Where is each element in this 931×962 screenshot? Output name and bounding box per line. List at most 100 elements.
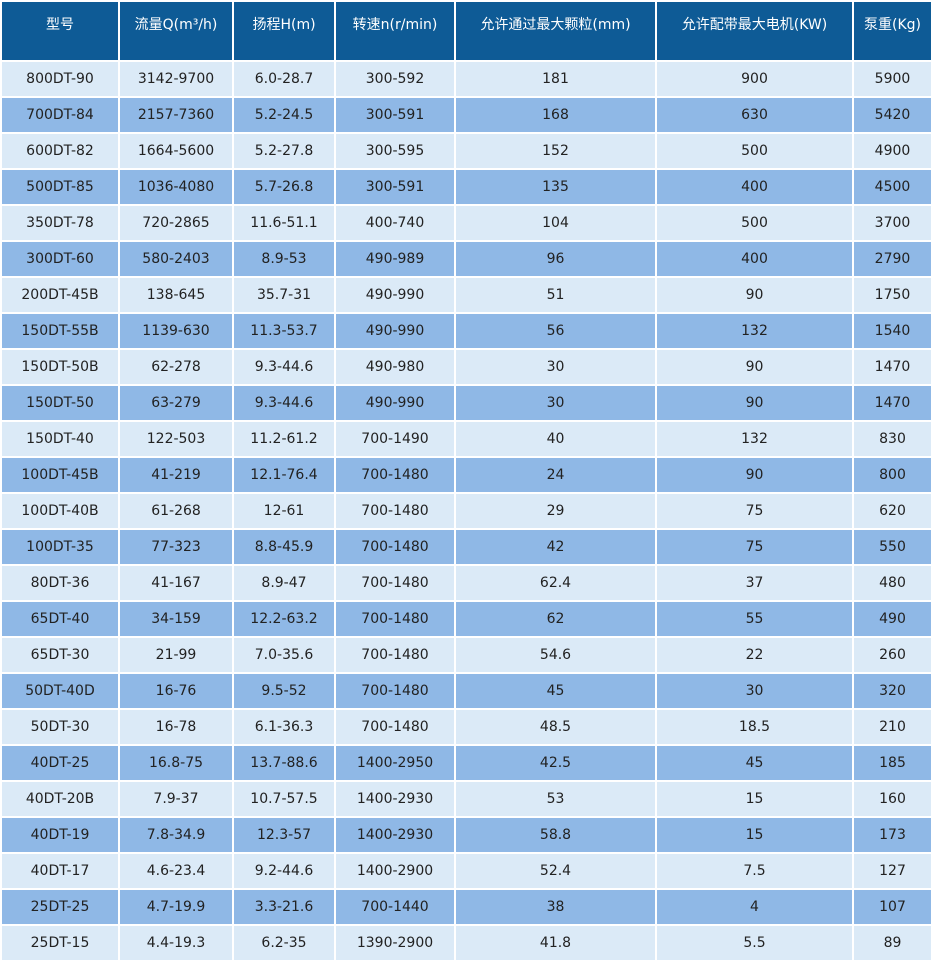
cell-model: 40DT-17 xyxy=(2,854,118,888)
cell-head: 12.1-76.4 xyxy=(234,458,334,492)
cell-max-motor: 75 xyxy=(657,530,852,564)
table-row: 100DT-40B 61-268 12-61 700-1480 29 75 620 xyxy=(2,494,931,528)
cell-max-particle: 51 xyxy=(456,278,655,312)
cell-speed: 490-989 xyxy=(336,242,454,276)
header-model: 型号 xyxy=(2,2,118,60)
cell-max-particle: 58.8 xyxy=(456,818,655,852)
cell-pump-weight: 490 xyxy=(854,602,931,636)
cell-model: 150DT-50 xyxy=(2,386,118,420)
cell-head: 6.0-28.7 xyxy=(234,62,334,96)
cell-flow: 16.8-75 xyxy=(120,746,232,780)
cell-max-motor: 90 xyxy=(657,458,852,492)
cell-model: 150DT-50B xyxy=(2,350,118,384)
cell-max-particle: 30 xyxy=(456,386,655,420)
cell-max-particle: 38 xyxy=(456,890,655,924)
cell-pump-weight: 2790 xyxy=(854,242,931,276)
cell-flow: 77-323 xyxy=(120,530,232,564)
cell-head: 8.9-47 xyxy=(234,566,334,600)
table-row: 40DT-20B 7.9-37 10.7-57.5 1400-2930 53 15 160 xyxy=(2,782,931,816)
table-row: 40DT-19 7.8-34.9 12.3-57 1400-2930 58.8 15 173 xyxy=(2,818,931,852)
cell-max-particle: 40 xyxy=(456,422,655,456)
cell-flow: 62-278 xyxy=(120,350,232,384)
cell-max-motor: 15 xyxy=(657,818,852,852)
table-row: 150DT-50 63-279 9.3-44.6 490-990 30 90 1470 xyxy=(2,386,931,420)
cell-pump-weight: 1540 xyxy=(854,314,931,348)
header-max-motor: 允许配带最大电机(KW) xyxy=(657,2,852,60)
cell-head: 10.7-57.5 xyxy=(234,782,334,816)
header-max-particle: 允许通过最大颗粒(mm) xyxy=(456,2,655,60)
cell-flow: 16-76 xyxy=(120,674,232,708)
cell-pump-weight: 260 xyxy=(854,638,931,672)
cell-flow: 61-268 xyxy=(120,494,232,528)
cell-max-particle: 152 xyxy=(456,134,655,168)
cell-max-particle: 96 xyxy=(456,242,655,276)
cell-speed: 300-592 xyxy=(336,62,454,96)
table-row: 150DT-50B 62-278 9.3-44.6 490-980 30 90 1470 xyxy=(2,350,931,384)
cell-pump-weight: 5900 xyxy=(854,62,931,96)
cell-head: 13.7-88.6 xyxy=(234,746,334,780)
table-row: 40DT-25 16.8-75 13.7-88.6 1400-2950 42.5 45 18… xyxy=(2,746,931,780)
cell-max-particle: 52.4 xyxy=(456,854,655,888)
cell-head: 9.3-44.6 xyxy=(234,350,334,384)
cell-model: 40DT-25 xyxy=(2,746,118,780)
cell-head: 7.0-35.6 xyxy=(234,638,334,672)
cell-pump-weight: 830 xyxy=(854,422,931,456)
cell-flow: 138-645 xyxy=(120,278,232,312)
cell-max-particle: 168 xyxy=(456,98,655,132)
cell-max-motor: 75 xyxy=(657,494,852,528)
cell-max-particle: 29 xyxy=(456,494,655,528)
cell-max-motor: 500 xyxy=(657,134,852,168)
cell-model: 65DT-40 xyxy=(2,602,118,636)
cell-head: 11.3-53.7 xyxy=(234,314,334,348)
cell-model: 300DT-60 xyxy=(2,242,118,276)
cell-head: 12.2-63.2 xyxy=(234,602,334,636)
cell-pump-weight: 550 xyxy=(854,530,931,564)
cell-flow: 34-159 xyxy=(120,602,232,636)
cell-speed: 1400-2900 xyxy=(336,854,454,888)
cell-head: 6.2-35 xyxy=(234,926,334,960)
cell-flow: 3142-9700 xyxy=(120,62,232,96)
cell-speed: 300-595 xyxy=(336,134,454,168)
cell-pump-weight: 173 xyxy=(854,818,931,852)
cell-pump-weight: 5420 xyxy=(854,98,931,132)
cell-model: 40DT-19 xyxy=(2,818,118,852)
cell-pump-weight: 800 xyxy=(854,458,931,492)
table-row: 300DT-60 580-2403 8.9-53 490-989 96 400 2790 xyxy=(2,242,931,276)
cell-speed: 490-990 xyxy=(336,386,454,420)
cell-pump-weight: 620 xyxy=(854,494,931,528)
cell-max-motor: 45 xyxy=(657,746,852,780)
header-head: 扬程H(m) xyxy=(234,2,334,60)
cell-max-motor: 132 xyxy=(657,422,852,456)
cell-pump-weight: 160 xyxy=(854,782,931,816)
cell-model: 500DT-85 xyxy=(2,170,118,204)
cell-max-motor: 400 xyxy=(657,242,852,276)
table-row: 25DT-15 4.4-19.3 6.2-35 1390-2900 41.8 5.5 89 xyxy=(2,926,931,960)
cell-head: 35.7-31 xyxy=(234,278,334,312)
cell-flow: 4.6-23.4 xyxy=(120,854,232,888)
cell-head: 12.3-57 xyxy=(234,818,334,852)
cell-flow: 16-78 xyxy=(120,710,232,744)
table-header-row: 型号 流量Q(m³/h) 扬程H(m) 转速n(r/min) 允许通过最大颗粒(… xyxy=(2,2,931,60)
cell-flow: 7.8-34.9 xyxy=(120,818,232,852)
cell-max-particle: 181 xyxy=(456,62,655,96)
cell-max-motor: 18.5 xyxy=(657,710,852,744)
cell-speed: 490-990 xyxy=(336,314,454,348)
cell-flow: 1036-4080 xyxy=(120,170,232,204)
cell-pump-weight: 127 xyxy=(854,854,931,888)
cell-max-particle: 54.6 xyxy=(456,638,655,672)
cell-pump-weight: 1470 xyxy=(854,386,931,420)
cell-model: 800DT-90 xyxy=(2,62,118,96)
cell-max-motor: 37 xyxy=(657,566,852,600)
cell-pump-weight: 320 xyxy=(854,674,931,708)
cell-speed: 700-1480 xyxy=(336,710,454,744)
cell-speed: 700-1480 xyxy=(336,530,454,564)
cell-speed: 490-980 xyxy=(336,350,454,384)
cell-max-motor: 7.5 xyxy=(657,854,852,888)
cell-max-particle: 104 xyxy=(456,206,655,240)
cell-max-motor: 132 xyxy=(657,314,852,348)
cell-model: 50DT-40D xyxy=(2,674,118,708)
cell-model: 50DT-30 xyxy=(2,710,118,744)
cell-pump-weight: 185 xyxy=(854,746,931,780)
cell-model: 200DT-45B xyxy=(2,278,118,312)
cell-speed: 400-740 xyxy=(336,206,454,240)
